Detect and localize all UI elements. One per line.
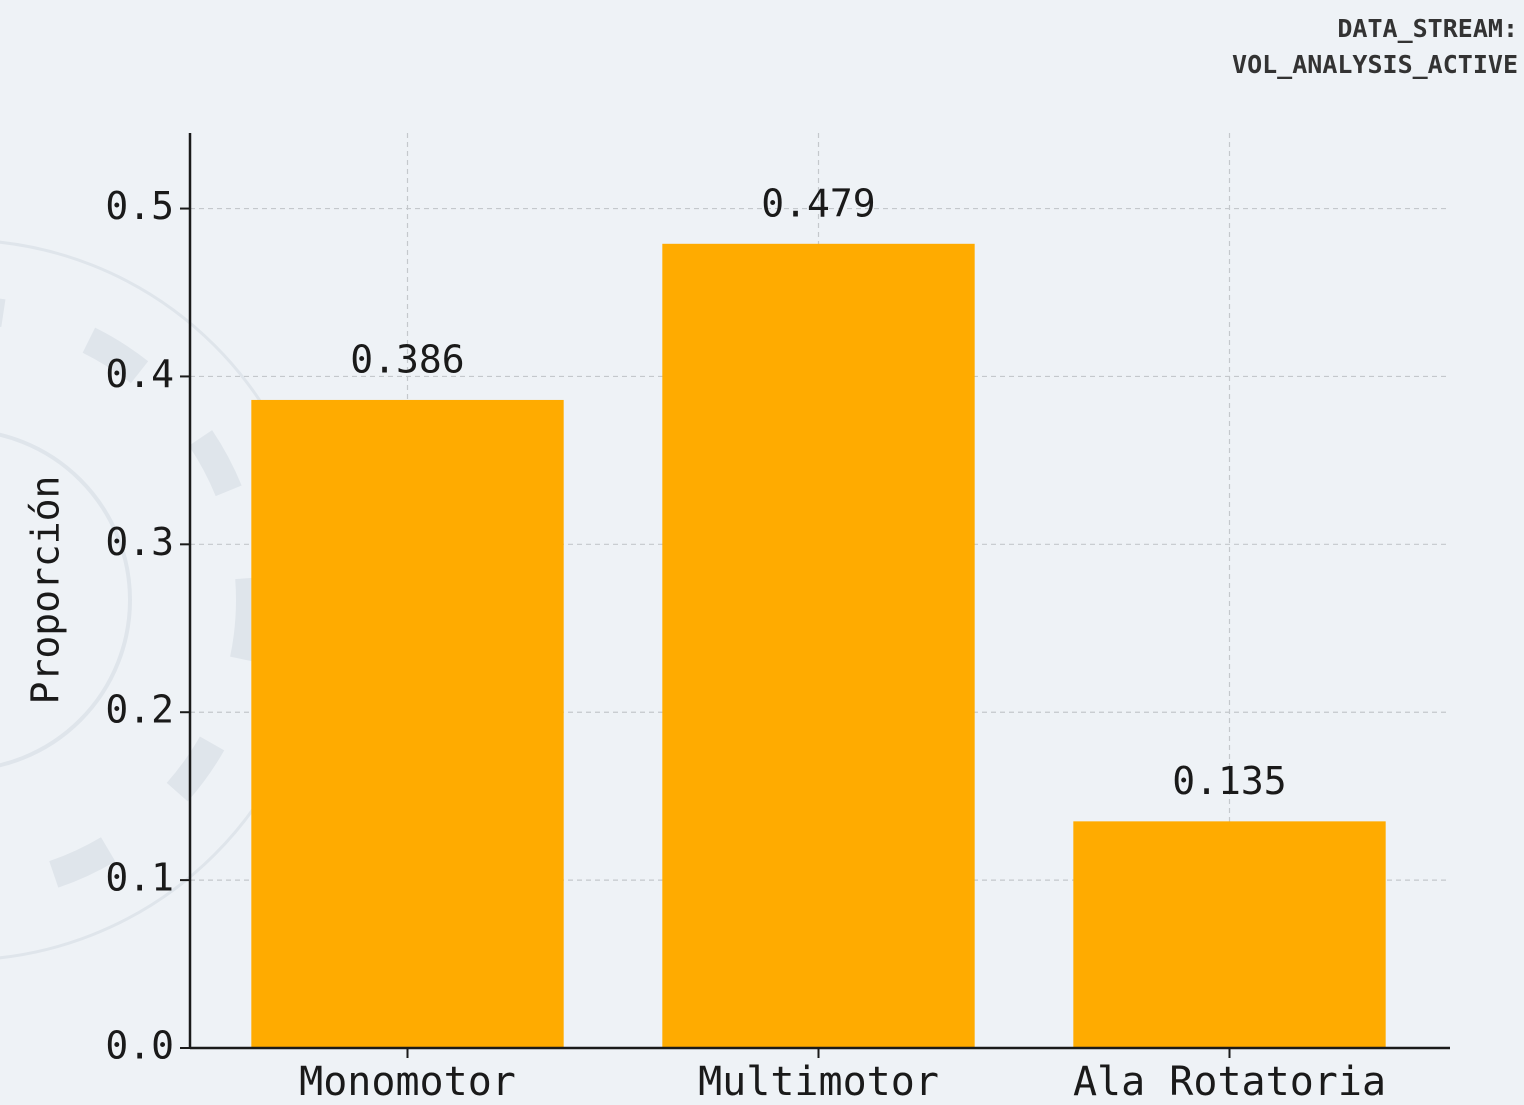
y-tick-label: 0.0 [105,1024,174,1068]
x-tick-label: Monomotor [299,1059,516,1105]
bar [251,399,564,1048]
bar [1073,821,1386,1048]
value-label: 0.135 [1172,759,1286,803]
annotation: DATA_STREAM: [1337,14,1518,43]
y-tick-label: 0.3 [105,520,174,564]
value-label: 0.479 [761,181,875,225]
y-tick-label: 0.1 [105,856,174,900]
value-label: 0.386 [350,337,464,381]
y-tick-label: 0.2 [105,688,174,732]
y-axis-label: Proporción [24,476,68,705]
x-tick-label: Multimotor [698,1059,939,1105]
annotation: VOL_ANALYSIS_ACTIVE [1232,50,1518,79]
y-tick-label: 0.5 [105,184,174,228]
bar [662,243,975,1048]
y-tick-label: 0.4 [105,352,174,396]
x-tick-label: Ala Rotatoria [1073,1059,1386,1105]
